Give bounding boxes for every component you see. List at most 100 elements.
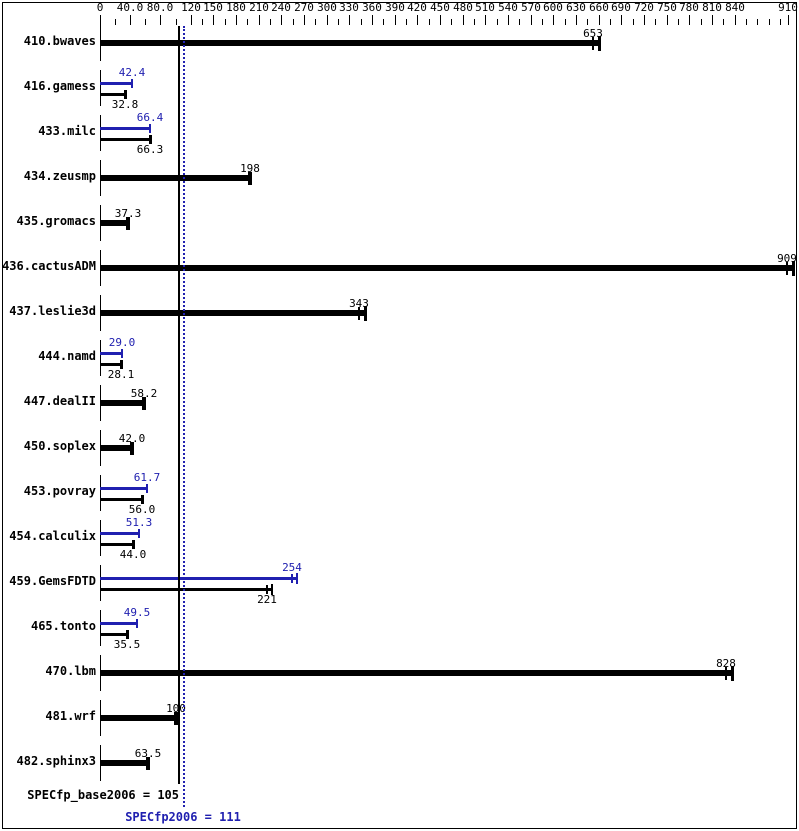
base-bar-cap xyxy=(124,90,127,99)
result-bar-cap xyxy=(146,757,150,770)
axis-tick-major xyxy=(281,15,282,25)
axis-tick-minor xyxy=(701,19,702,25)
base-value-label: 221 xyxy=(257,593,277,606)
result-value-label: 198 xyxy=(240,162,260,175)
axis-tick-label: 690 xyxy=(611,1,631,14)
base-bar xyxy=(100,498,142,501)
axis-tick-label: 240 xyxy=(271,1,291,14)
axis-tick-major xyxy=(395,15,396,25)
benchmark-label: 453.povray xyxy=(23,484,96,498)
result-value-label: 343 xyxy=(349,297,369,310)
peak-bar-cap xyxy=(138,529,140,538)
axis-tick-label: 120 xyxy=(181,1,201,14)
result-bar xyxy=(100,175,250,181)
base-value-label: 32.8 xyxy=(111,98,139,111)
peak-value-label: 49.5 xyxy=(123,606,151,619)
base-bar-cap xyxy=(126,630,129,639)
result-value-label: 63.5 xyxy=(134,747,162,760)
benchmark-label: 481.wrf xyxy=(45,709,96,723)
result-bar-cap xyxy=(598,36,601,51)
axis-tick-minor xyxy=(315,19,316,25)
peak-bar xyxy=(100,487,147,490)
axis-tick-major xyxy=(508,15,509,25)
axis-tick-label: 480 xyxy=(453,1,473,14)
result-bar-cap xyxy=(248,172,252,185)
base-bar xyxy=(100,93,125,96)
axis-tick-label: 660 xyxy=(589,1,609,14)
axis-tick-label: 390 xyxy=(385,1,405,14)
row-origin-line xyxy=(100,520,101,556)
base-bar-cap xyxy=(149,135,152,144)
axis-tick-label: 810 xyxy=(702,1,722,14)
axis-tick-major xyxy=(644,15,645,25)
axis-tick-major xyxy=(304,15,305,25)
peak-reference-line xyxy=(183,26,185,807)
peak-bar-cap xyxy=(296,573,298,584)
axis-tick-major xyxy=(100,15,101,25)
row-origin-line xyxy=(100,70,101,106)
result-median-tick xyxy=(358,307,360,320)
benchmark-label: 470.lbm xyxy=(45,664,96,678)
base-reference-line xyxy=(178,26,180,784)
base-bar xyxy=(100,363,121,366)
axis-tick-minor xyxy=(746,19,747,25)
axis-tick-major xyxy=(327,15,328,25)
result-bar-cap xyxy=(792,261,795,276)
benchmark-label: 482.sphinx3 xyxy=(16,754,96,768)
axis-tick-major xyxy=(621,15,622,25)
axis-tick-minor xyxy=(115,19,116,25)
axis-tick-label: 910 xyxy=(778,1,798,14)
axis-tick-major xyxy=(236,15,237,25)
result-value-label: 653 xyxy=(583,27,603,40)
axis-tick-minor xyxy=(497,19,498,25)
axis-tick-major xyxy=(576,15,577,25)
base-bar-cap xyxy=(141,495,144,504)
axis-tick-label: 600 xyxy=(543,1,563,14)
axis-tick-major xyxy=(191,15,192,25)
axis-tick-major xyxy=(712,15,713,25)
benchmark-label: 454.calculix xyxy=(9,529,96,543)
peak-value-label: 61.7 xyxy=(133,471,161,484)
peak-bar xyxy=(100,352,122,355)
axis-tick-major xyxy=(130,15,131,25)
axis-tick-major xyxy=(689,15,690,25)
peak-median-tick xyxy=(291,574,293,583)
axis-tick-label: 540 xyxy=(498,1,518,14)
result-value-label: 58.2 xyxy=(130,387,158,400)
benchmark-label: 410.bwaves xyxy=(23,34,96,48)
axis-tick-major xyxy=(372,15,373,25)
axis-tick-minor xyxy=(565,19,566,25)
row-origin-line xyxy=(100,475,101,511)
axis-tick-label: 720 xyxy=(634,1,654,14)
row-origin-line xyxy=(100,115,101,151)
axis-tick-minor xyxy=(587,19,588,25)
row-origin-line xyxy=(100,610,101,646)
axis-tick-major xyxy=(667,15,668,25)
result-bar xyxy=(100,445,132,451)
result-median-tick xyxy=(786,262,788,275)
axis-tick-label: 180 xyxy=(226,1,246,14)
peak-bar xyxy=(100,532,139,535)
axis-tick-minor xyxy=(429,19,430,25)
axis-tick-minor xyxy=(361,19,362,25)
result-bar xyxy=(100,310,366,316)
axis-tick-minor xyxy=(406,19,407,25)
axis-tick-label: 570 xyxy=(521,1,541,14)
base-bar-cap xyxy=(132,540,135,549)
axis-tick-major xyxy=(417,15,418,25)
axis-tick-label: 450 xyxy=(430,1,450,14)
result-bar-cap xyxy=(130,442,134,455)
peak-bar-cap xyxy=(136,619,138,628)
base-value-label: 66.3 xyxy=(136,143,164,156)
axis-tick-label: 360 xyxy=(362,1,382,14)
base-value-label: 44.0 xyxy=(119,548,147,561)
result-median-tick xyxy=(592,37,594,50)
result-bar-cap xyxy=(126,217,130,230)
result-value-label: 37.3 xyxy=(114,207,142,220)
result-bar xyxy=(100,265,794,271)
axis-tick-label: 420 xyxy=(407,1,427,14)
base-median-tick xyxy=(266,585,268,594)
result-bar xyxy=(100,715,176,721)
